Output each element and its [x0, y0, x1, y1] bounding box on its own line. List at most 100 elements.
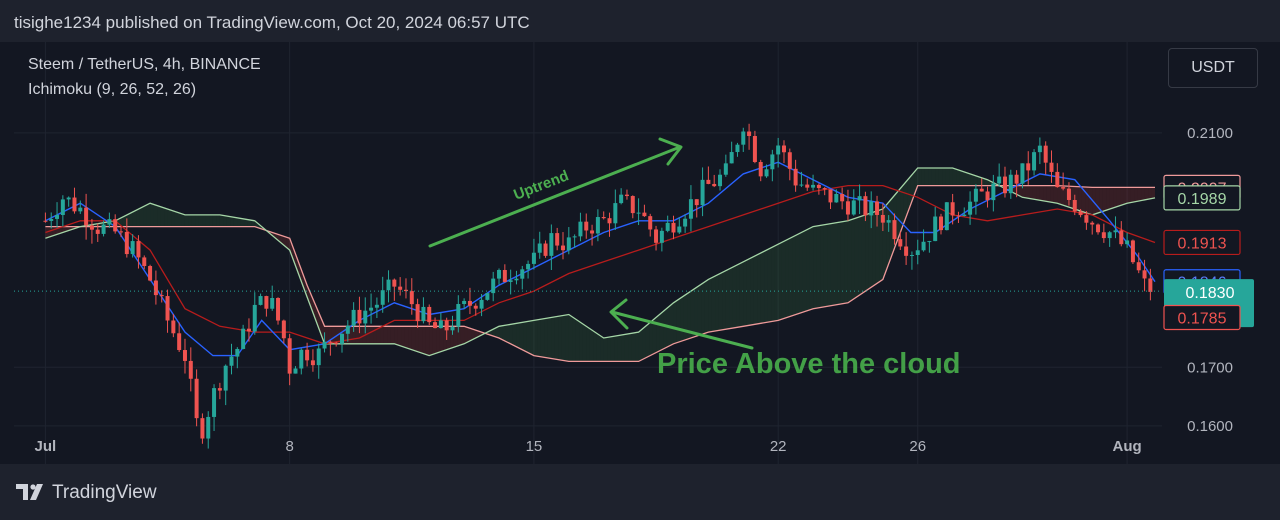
candle-body — [456, 304, 461, 327]
cloud-segment — [181, 213, 185, 227]
candle — [235, 347, 240, 369]
cloud-segment — [502, 325, 506, 342]
cloud-segment — [676, 298, 681, 343]
cloud-segment — [506, 324, 510, 344]
candle-body — [735, 144, 740, 153]
candle — [776, 137, 781, 168]
candle — [200, 413, 205, 444]
tradingview-logo-icon[interactable] — [16, 484, 46, 502]
cloud-segment — [652, 317, 657, 355]
candle — [287, 333, 292, 386]
price-tag-box — [1163, 185, 1241, 211]
cloud-segment — [959, 170, 964, 186]
candle — [781, 140, 786, 164]
cloud-segment — [195, 214, 199, 227]
candle-body — [828, 189, 833, 203]
cloud-segment — [212, 214, 217, 227]
candle-body — [386, 279, 391, 291]
candle — [456, 295, 461, 333]
candle — [241, 324, 246, 350]
candle — [927, 240, 932, 253]
candle — [66, 196, 71, 207]
cloud-segment — [1092, 187, 1096, 215]
candle — [1008, 169, 1013, 199]
cloud-segment — [886, 200, 890, 270]
candle — [590, 224, 595, 246]
candle — [531, 238, 536, 270]
candle — [979, 178, 984, 192]
cloud-segment — [858, 216, 862, 296]
candle-body — [310, 360, 315, 366]
candle-body — [607, 218, 612, 224]
cloud-segment — [1025, 185, 1030, 199]
cloud-segment — [921, 168, 925, 186]
cloud-segment — [788, 237, 793, 317]
cloud-segment — [376, 326, 381, 344]
candle — [962, 207, 967, 217]
uptrend-arrow-head — [658, 137, 683, 166]
cloud-segment — [394, 326, 398, 346]
candle — [1119, 221, 1124, 247]
cloud-segment — [861, 214, 866, 294]
candle — [741, 127, 746, 152]
candle-body — [944, 202, 949, 231]
candle-body — [502, 269, 507, 282]
cloud-segment — [1120, 187, 1124, 206]
cloud-segment — [575, 319, 580, 362]
candle — [206, 411, 211, 449]
candle-body — [136, 241, 141, 258]
candle-body — [590, 230, 595, 234]
candle-body — [438, 320, 443, 329]
candle — [712, 174, 717, 188]
candle — [148, 264, 153, 282]
candle-body — [182, 350, 187, 361]
cloud-segment — [753, 254, 758, 325]
candle — [909, 251, 914, 270]
cloud-segment — [586, 326, 590, 362]
candle — [392, 278, 397, 301]
candle-body — [1066, 188, 1071, 200]
cloud-segment — [935, 168, 939, 186]
indicator-legend[interactable]: Ichimoku (9, 26, 52, 26) — [28, 81, 197, 98]
tradingview-brand[interactable]: TradingView — [52, 482, 157, 503]
symbol-title[interactable]: Steem / TetherUS, 4h, BINANCE — [28, 56, 261, 73]
price-tag-value: 0.1913 — [1178, 235, 1227, 252]
candle — [1072, 194, 1077, 216]
candle-body — [898, 239, 903, 247]
candle-body — [229, 356, 234, 366]
cloud-segment — [722, 270, 726, 330]
candle — [1061, 172, 1066, 191]
candle — [718, 169, 723, 191]
candle-body — [84, 207, 89, 226]
candle-body — [811, 184, 816, 188]
candle-body — [979, 188, 984, 192]
cloud-segment — [184, 214, 189, 227]
candle-body — [770, 154, 775, 170]
candle — [840, 187, 845, 210]
publisher-bar: tisighe1234 published on TradingView.com… — [0, 0, 1280, 42]
currency-button[interactable]: USDT — [1168, 48, 1258, 88]
candle-body — [497, 269, 502, 279]
cloud-segment — [355, 326, 360, 344]
candle-body — [1142, 270, 1147, 279]
candle-body — [270, 297, 275, 309]
x-tick-label: 22 — [770, 438, 787, 455]
candle-body — [398, 286, 403, 290]
candle-body — [450, 326, 455, 331]
cloud-segment — [680, 295, 684, 342]
candle — [380, 276, 385, 313]
cloud-segment — [938, 168, 943, 186]
cloud-segment — [359, 326, 363, 344]
cloud-segment — [1109, 187, 1114, 210]
cloud-segment — [610, 336, 615, 362]
cloud-segment — [474, 329, 479, 339]
candle — [939, 213, 944, 235]
cloud-segment — [303, 275, 308, 297]
candle — [624, 189, 629, 200]
chart-panel[interactable] — [14, 42, 1266, 464]
candle — [560, 232, 565, 260]
candle-body — [287, 338, 292, 374]
cloud-segment — [240, 218, 245, 227]
cloud-segment — [963, 171, 967, 186]
